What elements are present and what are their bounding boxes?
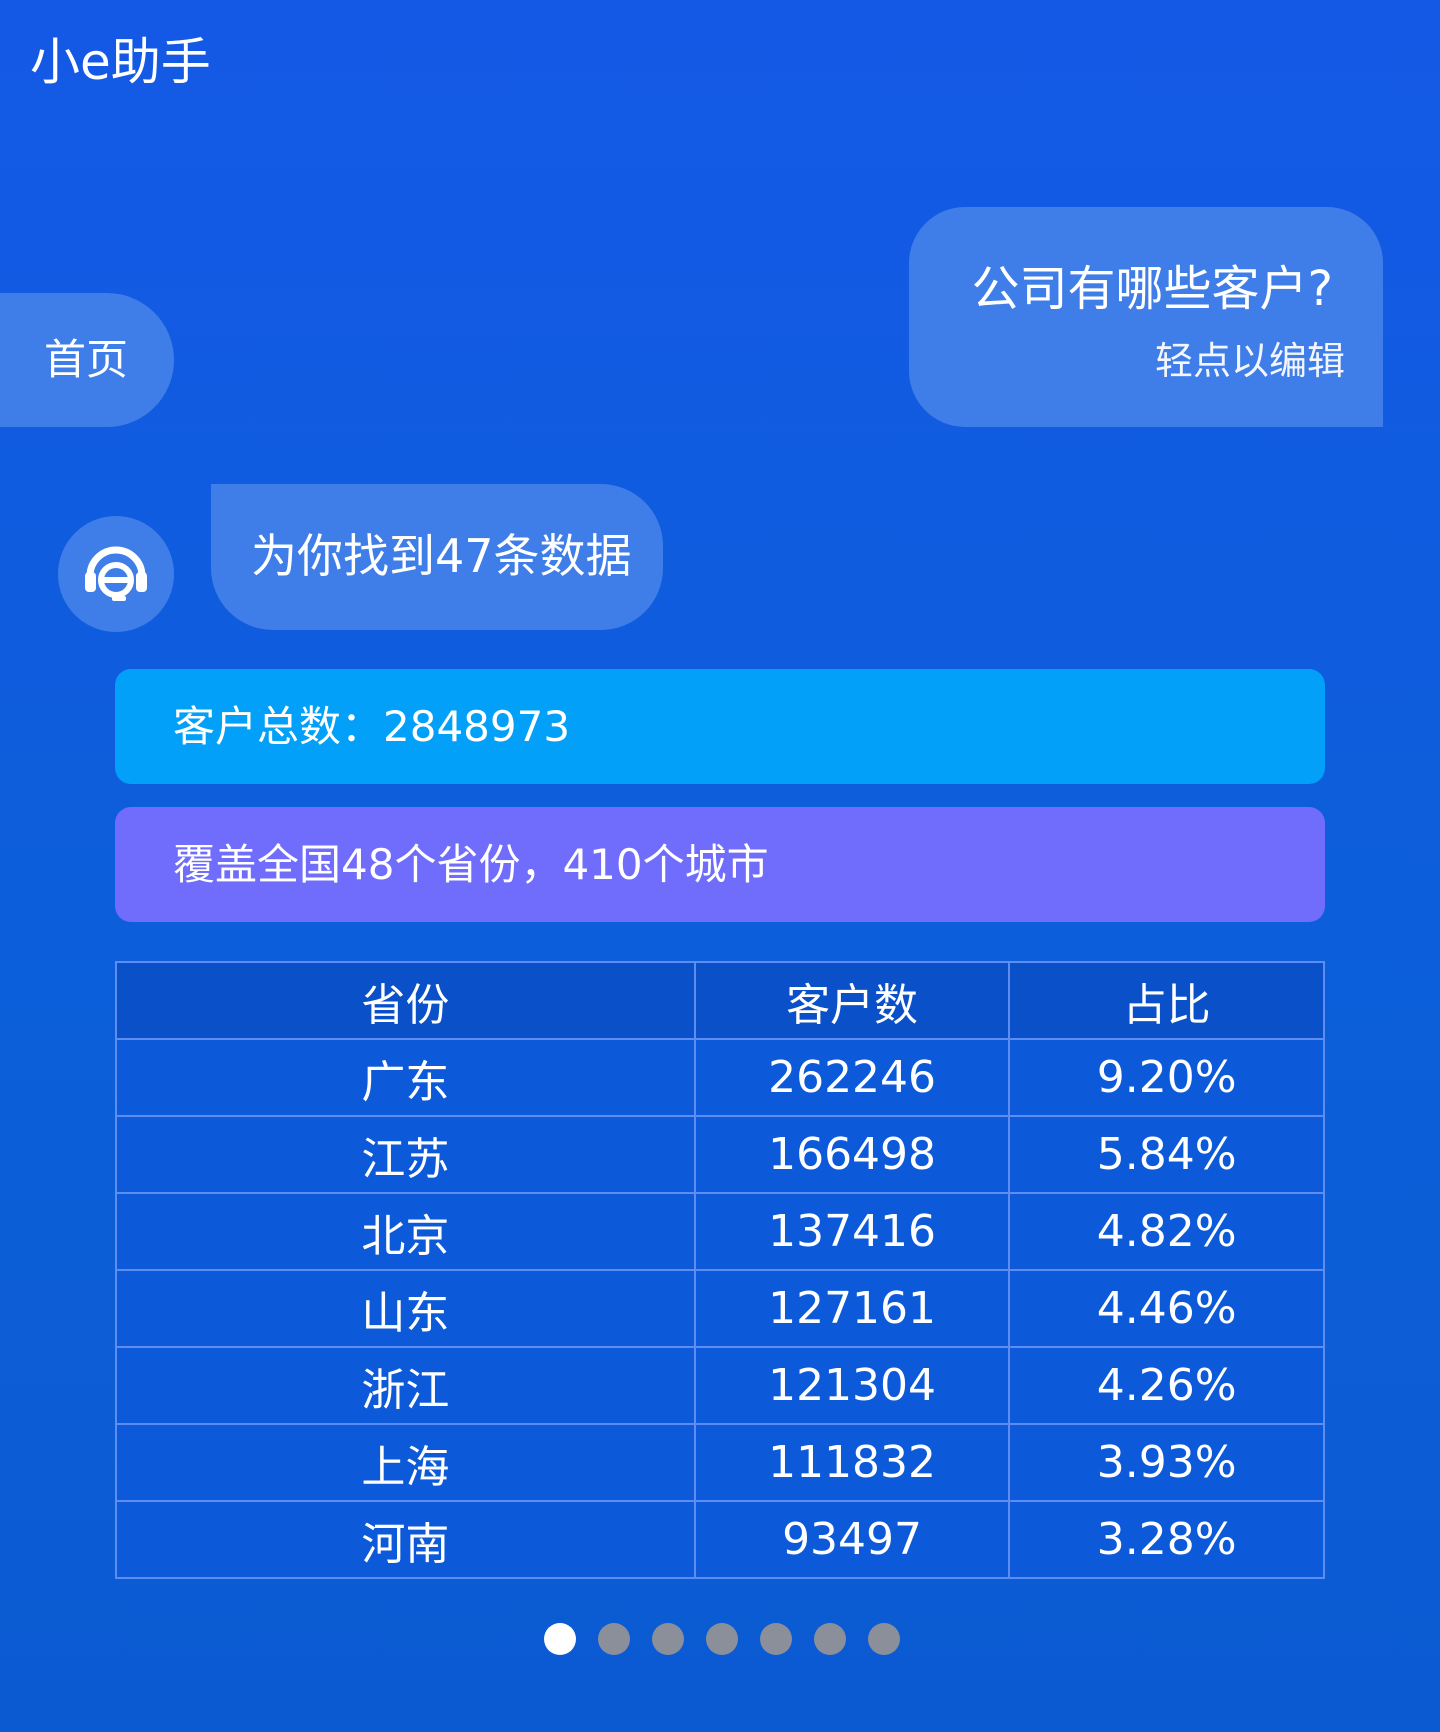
table-row: 江苏 166498 5.84% <box>115 1115 1325 1194</box>
app-title: 小e助手 <box>30 33 211 91</box>
table-header-row: 省份 客户数 占比 <box>115 961 1325 1040</box>
coverage-bar: 覆盖全国48个省份，410个城市 <box>115 807 1325 922</box>
cell-province: 江苏 <box>115 1115 696 1194</box>
header-province: 省份 <box>115 961 696 1040</box>
customer-total-text: 客户总数：2848973 <box>173 702 571 751</box>
cell-share: 5.84% <box>1008 1115 1325 1194</box>
home-button-label: 首页 <box>44 335 129 384</box>
page-dot[interactable] <box>652 1623 684 1655</box>
coverage-text: 覆盖全国48个省份，410个城市 <box>173 840 769 889</box>
tap-to-edit-hint[interactable]: 轻点以编辑 <box>1154 339 1345 383</box>
header-share: 占比 <box>1008 961 1325 1040</box>
province-customer-table: 省份 客户数 占比 广东 262246 9.20% 江苏 166498 5.84… <box>115 961 1325 1579</box>
page-dot[interactable] <box>868 1623 900 1655</box>
cell-province: 北京 <box>115 1192 696 1271</box>
table-row: 广东 262246 9.20% <box>115 1038 1325 1117</box>
cell-share: 3.93% <box>1008 1423 1325 1502</box>
cell-customer-count: 166498 <box>693 1115 1011 1194</box>
cell-province: 广东 <box>115 1038 696 1117</box>
cell-share: 4.26% <box>1008 1346 1325 1425</box>
cell-customer-count: 93497 <box>693 1500 1011 1579</box>
user-message-bubble[interactable]: 公司有哪些客户? 轻点以编辑 <box>909 207 1383 427</box>
table-row: 北京 137416 4.82% <box>115 1192 1325 1271</box>
cell-share: 3.28% <box>1008 1500 1325 1579</box>
headset-e-icon <box>85 546 147 601</box>
pagination-dots <box>544 1623 900 1655</box>
cell-customer-count: 111832 <box>693 1423 1011 1502</box>
customer-total-bar: 客户总数：2848973 <box>115 669 1325 784</box>
page-dot[interactable] <box>814 1623 846 1655</box>
cell-customer-count: 121304 <box>693 1346 1011 1425</box>
table-row: 浙江 121304 4.26% <box>115 1346 1325 1425</box>
table-row: 上海 111832 3.93% <box>115 1423 1325 1502</box>
cell-customer-count: 137416 <box>693 1192 1011 1271</box>
cell-share: 9.20% <box>1008 1038 1325 1117</box>
cell-province: 河南 <box>115 1500 696 1579</box>
home-button[interactable]: 首页 <box>0 293 174 427</box>
bot-reply-text: 为你找到47条数据 <box>251 529 632 583</box>
user-question: 公司有哪些客户? <box>971 261 1333 317</box>
page-dot[interactable] <box>598 1623 630 1655</box>
table-row: 河南 93497 3.28% <box>115 1500 1325 1579</box>
table-row: 山东 127161 4.46% <box>115 1269 1325 1348</box>
page-dot[interactable] <box>760 1623 792 1655</box>
header-customer-count: 客户数 <box>693 961 1011 1040</box>
cell-province: 浙江 <box>115 1346 696 1425</box>
cell-province: 上海 <box>115 1423 696 1502</box>
page-dot[interactable] <box>706 1623 738 1655</box>
cell-share: 4.46% <box>1008 1269 1325 1348</box>
cell-customer-count: 262246 <box>693 1038 1011 1117</box>
cell-province: 山东 <box>115 1269 696 1348</box>
page-dot[interactable] <box>544 1623 576 1655</box>
bot-reply-bubble: 为你找到47条数据 <box>211 484 663 630</box>
cell-customer-count: 127161 <box>693 1269 1011 1348</box>
cell-share: 4.82% <box>1008 1192 1325 1271</box>
bot-avatar <box>58 516 174 632</box>
